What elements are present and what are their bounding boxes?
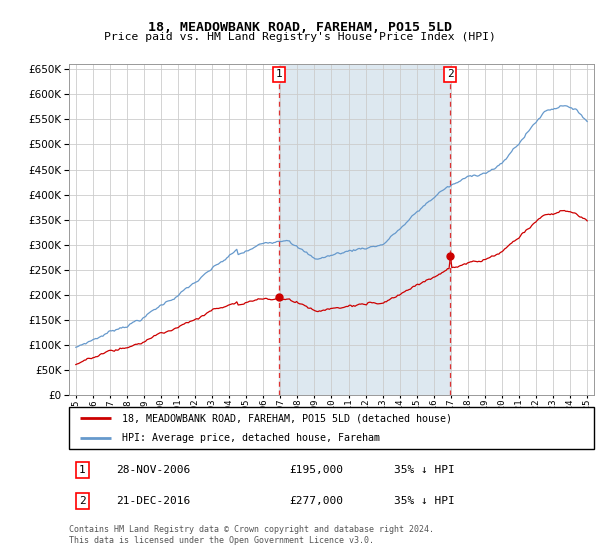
Text: Contains HM Land Registry data © Crown copyright and database right 2024.: Contains HM Land Registry data © Crown c… (69, 525, 434, 534)
FancyBboxPatch shape (69, 407, 594, 449)
Text: Price paid vs. HM Land Registry's House Price Index (HPI): Price paid vs. HM Land Registry's House … (104, 32, 496, 43)
Text: 35% ↓ HPI: 35% ↓ HPI (395, 465, 455, 475)
Text: 28-NOV-2006: 28-NOV-2006 (116, 465, 191, 475)
Text: 35% ↓ HPI: 35% ↓ HPI (395, 496, 455, 506)
Text: 18, MEADOWBANK ROAD, FAREHAM, PO15 5LD: 18, MEADOWBANK ROAD, FAREHAM, PO15 5LD (148, 21, 452, 34)
Text: HPI: Average price, detached house, Fareham: HPI: Average price, detached house, Fare… (121, 433, 380, 443)
Text: 1: 1 (79, 465, 86, 475)
Text: 1: 1 (275, 69, 283, 80)
Text: This data is licensed under the Open Government Licence v3.0.: This data is licensed under the Open Gov… (69, 536, 374, 545)
Bar (279, 64, 451, 395)
Text: 18, MEADOWBANK ROAD, FAREHAM, PO15 5LD (detached house): 18, MEADOWBANK ROAD, FAREHAM, PO15 5LD (… (121, 413, 452, 423)
Text: 21-DEC-2016: 21-DEC-2016 (116, 496, 191, 506)
Text: £195,000: £195,000 (290, 465, 343, 475)
Text: £277,000: £277,000 (290, 496, 343, 506)
Text: 2: 2 (79, 496, 86, 506)
Text: 2: 2 (447, 69, 454, 80)
